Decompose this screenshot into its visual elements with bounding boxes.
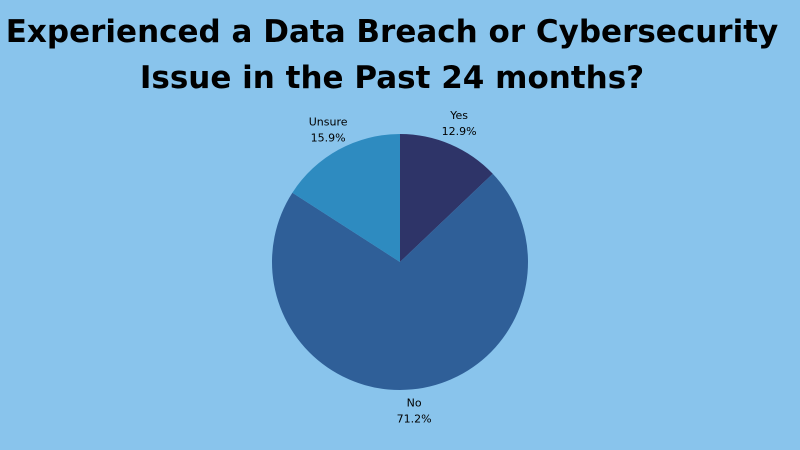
slice-label: Unsure	[309, 115, 348, 128]
slice-label: No	[407, 396, 422, 409]
slice-value-label: 15.9%	[311, 131, 346, 144]
chart-title: Issue in the Past 24 months?	[140, 60, 644, 96]
slice-value-label: 12.9%	[442, 125, 477, 138]
pie-slice	[400, 134, 493, 262]
slice-label: Yes	[449, 109, 468, 122]
slice-value-label: 71.2%	[397, 412, 432, 425]
pie-slice	[272, 173, 529, 391]
chart-title: Experienced a Data Breach or Cybersecuri…	[6, 14, 778, 50]
pie-slice	[292, 134, 400, 262]
